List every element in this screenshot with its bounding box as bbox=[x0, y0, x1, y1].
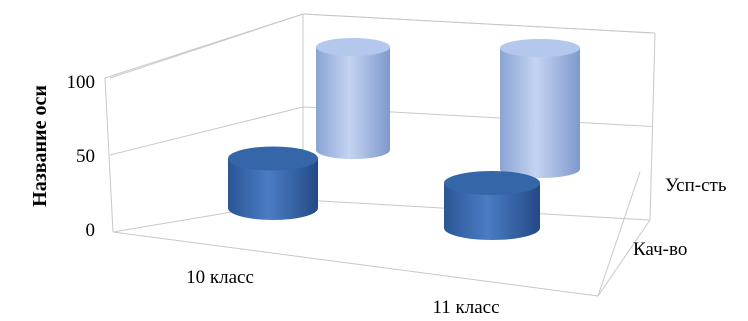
z-tick-label-series-1: Усп-сть bbox=[665, 175, 727, 196]
y-tick-label: 100 bbox=[67, 72, 96, 93]
bar-top bbox=[444, 171, 540, 195]
gridline-back bbox=[302, 13, 653, 34]
bar-body bbox=[316, 47, 390, 159]
bar-body bbox=[500, 48, 580, 178]
bar-top bbox=[316, 38, 390, 56]
y-axis-title: Название оси bbox=[29, 85, 51, 207]
floor-right bbox=[597, 219, 651, 297]
y-tick-labels: 0 50 100 bbox=[67, 72, 96, 241]
bar-body bbox=[228, 158, 318, 220]
x-tick-label-10: 10 класс bbox=[186, 267, 254, 288]
gridline-left bbox=[109, 13, 304, 79]
bar-kach-vo-0 bbox=[228, 146, 318, 220]
bar-usp-st-1 bbox=[500, 39, 580, 178]
side-wall-left bbox=[104, 77, 114, 233]
floor-front bbox=[112, 231, 599, 297]
bar-top bbox=[228, 146, 318, 171]
y-tick-label: 0 bbox=[86, 220, 96, 241]
bar-body bbox=[444, 183, 540, 240]
bar-usp-st-0 bbox=[316, 38, 390, 159]
z-tick-label-series-0: Кач-во bbox=[633, 239, 687, 260]
y-tick-label: 50 bbox=[76, 146, 95, 167]
gridline-left bbox=[109, 106, 304, 156]
bars bbox=[228, 38, 580, 240]
bar-kach-vo-1 bbox=[444, 171, 540, 240]
back-wall-right bbox=[649, 32, 656, 221]
bar-top bbox=[500, 39, 580, 57]
floor-right-outer bbox=[597, 171, 641, 297]
x-tick-label-11: 11 класс bbox=[432, 297, 499, 318]
